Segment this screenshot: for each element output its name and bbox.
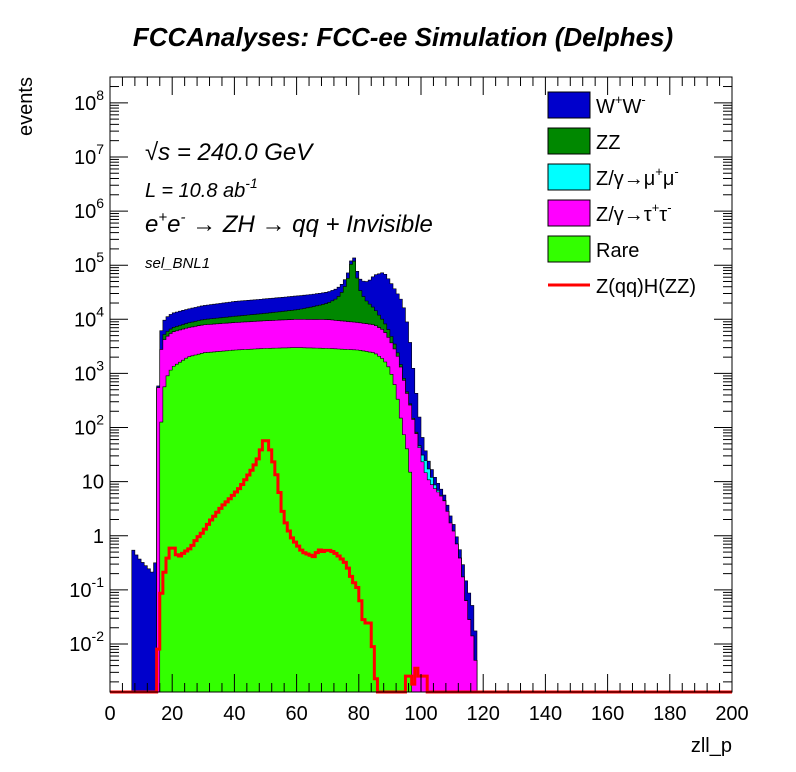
process-plus: + xyxy=(158,209,167,226)
y-tick-label: 10-2 xyxy=(69,628,104,656)
y-tick-label: 10 xyxy=(82,472,104,494)
y-tick-label: 103 xyxy=(74,357,104,385)
legend-label-ztautau: Z/γ→τ+τ- xyxy=(596,200,672,226)
y-tick-label: 104 xyxy=(74,303,104,331)
chart-title: FCCAnalyses: FCC-ee Simulation (Delphes) xyxy=(133,22,673,52)
sqrt-s-symbol: √s xyxy=(145,139,170,166)
x-tick-label: 60 xyxy=(285,703,307,725)
x-tick-label: 80 xyxy=(348,703,370,725)
y-tick-label: 105 xyxy=(74,249,104,277)
legend-swatch-ztautau xyxy=(547,199,591,227)
x-tick-label: 200 xyxy=(715,703,748,725)
x-tick-label: 20 xyxy=(161,703,183,725)
process-rest: → ZH → qq + Invisible xyxy=(185,211,432,238)
y-tick-label: 1 xyxy=(93,526,104,548)
legend: W+W- ZZ Z/γ→μ+μ- Z/γ→τ+τ- Rare Z(qq)H(ZZ) xyxy=(547,91,696,298)
y-axis-label: events xyxy=(15,77,37,136)
x-axis-label: zll_p xyxy=(691,735,732,757)
legend-label-ww: W+W- xyxy=(596,92,646,118)
legend-label-zz: ZZ xyxy=(596,132,620,154)
process-e1: e xyxy=(145,211,158,238)
x-tick-label: 40 xyxy=(223,703,245,725)
x-tick-label: 180 xyxy=(653,703,686,725)
x-tick-label: 0 xyxy=(104,703,115,725)
legend-swatch-rare xyxy=(547,235,591,263)
sqrt-s-value: = 240.0 GeV xyxy=(170,139,314,166)
lumi-text: L = 10.8 ab xyxy=(145,180,245,202)
legend-swatch-zz xyxy=(547,127,591,155)
axes: 0 20 40 60 80 100 120 140 160 180 200 10-2 10-1 1 10 10… xyxy=(69,76,749,725)
process-e2: e xyxy=(167,211,180,238)
x-tick-label: 140 xyxy=(529,703,562,725)
x-tick-label: 100 xyxy=(404,703,437,725)
y-tick-label: 108 xyxy=(74,87,104,115)
legend-label-rare: Rare xyxy=(596,240,639,262)
y-tick-label: 107 xyxy=(74,141,104,169)
x-tick-label: 120 xyxy=(467,703,500,725)
legend-swatch-zmumu xyxy=(547,163,591,191)
plot-area xyxy=(110,257,732,694)
process-label: e+e- → ZH → qq + Invisible xyxy=(145,209,433,238)
selection-label: sel_BNL1 xyxy=(145,255,210,272)
process-minus: - xyxy=(180,209,185,226)
y-tick-label: 106 xyxy=(74,195,104,223)
sqrt-s-label: √s = 240.0 GeV xyxy=(145,139,314,166)
y-tick-label: 102 xyxy=(74,412,104,440)
lumi-label: L = 10.8 ab-1 xyxy=(145,175,258,202)
y-tick-label: 10-1 xyxy=(69,574,104,602)
legend-label-zmumu: Z/γ→μ+μ- xyxy=(596,164,679,190)
lumi-exponent: -1 xyxy=(245,175,257,191)
x-tick-label: 160 xyxy=(591,703,624,725)
legend-swatch-ww xyxy=(547,91,591,119)
legend-label-signal: Z(qq)H(ZZ) xyxy=(596,276,696,298)
annotations: √s = 240.0 GeV L = 10.8 ab-1 e+e- → ZH →… xyxy=(145,139,433,272)
